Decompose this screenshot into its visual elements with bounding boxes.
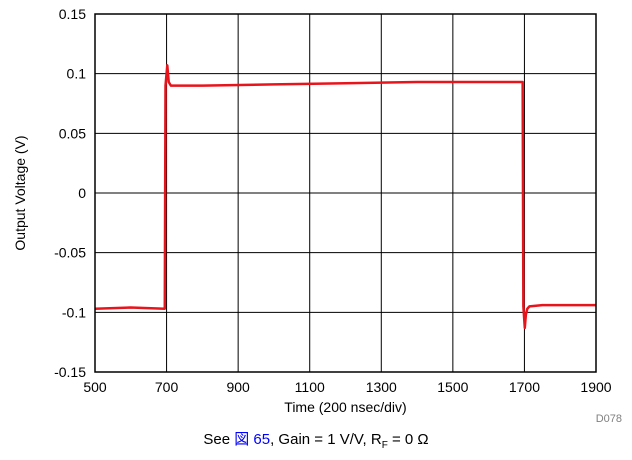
x-tick-labels: 500 700 900 1100 1300 1500 1700 1900 [83, 379, 611, 395]
figure-caption: See 図 65, Gain = 1 V/V, RF = 0 Ω [0, 428, 632, 451]
plot-frame [94, 13, 597, 373]
x-tick-label: 900 [226, 379, 250, 395]
y-tick-label: 0.05 [59, 125, 86, 141]
x-tick-label: 700 [155, 379, 179, 395]
x-tick-label: 500 [83, 379, 107, 395]
y-tick-label: 0.1 [67, 66, 87, 82]
y-tick-label: 0 [78, 185, 86, 201]
y-tick-label: 0.15 [59, 6, 86, 22]
caption-subscript: F [381, 440, 388, 451]
figure-reference-link[interactable]: 図 65 [234, 431, 271, 448]
caption-suffix: = 0 Ω [387, 431, 429, 448]
figure-code: D078 [596, 413, 622, 425]
series-line [94, 64, 596, 330]
y-tick-label: -0.05 [54, 245, 86, 261]
x-tick-label: 1300 [366, 379, 397, 395]
x-axis-label: Time (200 nsec/div) [284, 399, 406, 415]
x-tick-label: 1100 [295, 379, 325, 395]
step-response-chart: 500 700 900 1100 1300 1500 1700 1900 0.15 0.1 0.0… [12, 6, 622, 425]
x-tick-label: 1700 [509, 379, 540, 395]
caption-middle: , Gain = 1 V/V, R [270, 431, 382, 448]
y-axis-label: Output Voltage (V) [12, 135, 28, 250]
y-tick-label: -0.15 [54, 364, 86, 380]
grid-lines [95, 14, 596, 372]
y-tick-labels: 0.15 0.1 0.05 0 -0.05 -0.1 -0.15 [54, 6, 86, 380]
caption-prefix: See [203, 431, 235, 448]
x-tick-label: 1900 [580, 379, 611, 395]
x-tick-label: 1500 [437, 379, 468, 395]
y-tick-label: -0.1 [62, 304, 86, 320]
series-layer [94, 64, 596, 330]
